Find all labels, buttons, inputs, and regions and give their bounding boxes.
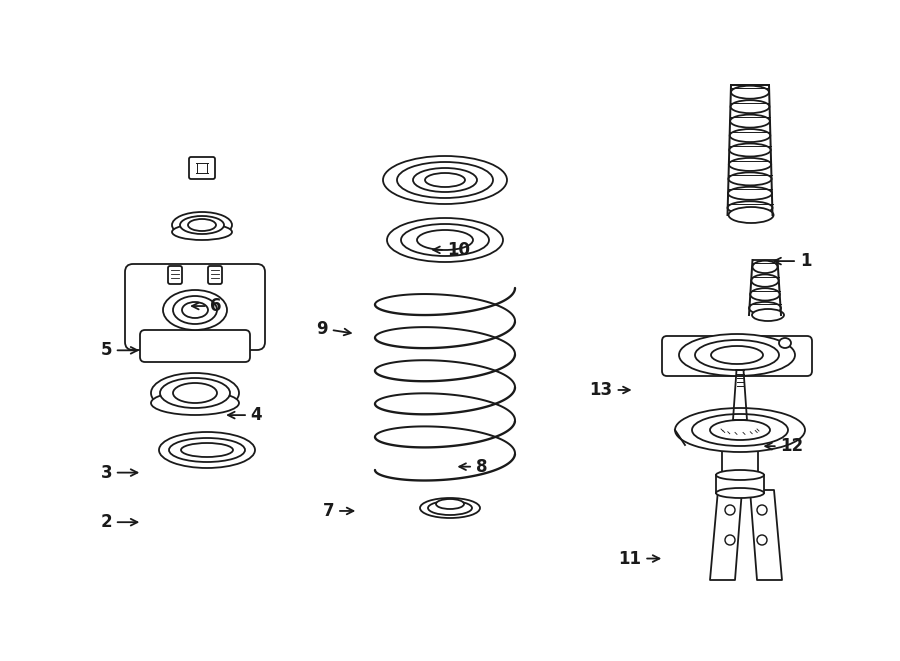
Text: 9: 9 [317, 319, 351, 338]
Text: 8: 8 [459, 457, 487, 476]
Text: 4: 4 [228, 406, 262, 424]
Ellipse shape [413, 168, 477, 192]
Ellipse shape [722, 423, 758, 437]
Ellipse shape [727, 202, 772, 214]
Ellipse shape [731, 86, 769, 98]
Ellipse shape [752, 260, 778, 273]
Ellipse shape [729, 207, 773, 223]
Ellipse shape [401, 224, 489, 256]
Ellipse shape [711, 346, 763, 364]
Text: 7: 7 [323, 502, 354, 520]
Ellipse shape [730, 129, 770, 142]
Ellipse shape [417, 230, 473, 250]
Text: 1: 1 [774, 252, 811, 270]
FancyBboxPatch shape [662, 336, 812, 376]
Ellipse shape [428, 501, 472, 515]
FancyBboxPatch shape [125, 264, 265, 350]
Ellipse shape [679, 334, 795, 376]
Ellipse shape [752, 274, 778, 287]
FancyBboxPatch shape [722, 437, 758, 490]
Ellipse shape [397, 162, 493, 198]
Ellipse shape [728, 173, 771, 185]
Ellipse shape [182, 302, 208, 318]
Ellipse shape [172, 212, 232, 238]
Text: 12: 12 [765, 437, 804, 455]
Ellipse shape [383, 156, 507, 204]
Text: 3: 3 [101, 463, 138, 482]
Ellipse shape [731, 100, 770, 113]
Ellipse shape [180, 216, 224, 234]
Ellipse shape [436, 499, 464, 509]
Ellipse shape [160, 378, 230, 408]
Text: 11: 11 [618, 549, 660, 568]
Ellipse shape [169, 438, 245, 462]
Ellipse shape [163, 290, 227, 330]
Text: 13: 13 [590, 381, 630, 399]
Ellipse shape [749, 302, 781, 315]
Ellipse shape [675, 408, 805, 452]
Ellipse shape [779, 338, 791, 348]
Ellipse shape [387, 218, 503, 262]
Text: 10: 10 [433, 241, 471, 259]
Ellipse shape [172, 224, 232, 240]
Text: 5: 5 [101, 341, 138, 360]
FancyBboxPatch shape [140, 330, 250, 362]
Ellipse shape [173, 383, 217, 403]
Ellipse shape [159, 432, 255, 468]
FancyBboxPatch shape [189, 157, 215, 179]
Ellipse shape [729, 143, 770, 157]
Ellipse shape [181, 443, 233, 457]
Text: 6: 6 [192, 297, 221, 315]
Ellipse shape [716, 488, 764, 498]
Text: 2: 2 [101, 513, 138, 531]
Ellipse shape [695, 340, 779, 370]
Ellipse shape [420, 498, 480, 518]
Ellipse shape [151, 391, 239, 415]
FancyBboxPatch shape [168, 266, 182, 284]
Ellipse shape [710, 420, 770, 440]
Ellipse shape [728, 187, 772, 200]
Ellipse shape [730, 114, 770, 128]
Ellipse shape [151, 373, 239, 413]
Ellipse shape [729, 158, 771, 171]
Ellipse shape [751, 288, 779, 301]
Ellipse shape [173, 296, 217, 324]
Ellipse shape [188, 219, 216, 231]
FancyBboxPatch shape [208, 266, 222, 284]
Ellipse shape [716, 470, 764, 480]
Ellipse shape [692, 414, 788, 446]
FancyBboxPatch shape [716, 475, 764, 493]
Ellipse shape [752, 309, 784, 321]
Ellipse shape [425, 173, 465, 187]
